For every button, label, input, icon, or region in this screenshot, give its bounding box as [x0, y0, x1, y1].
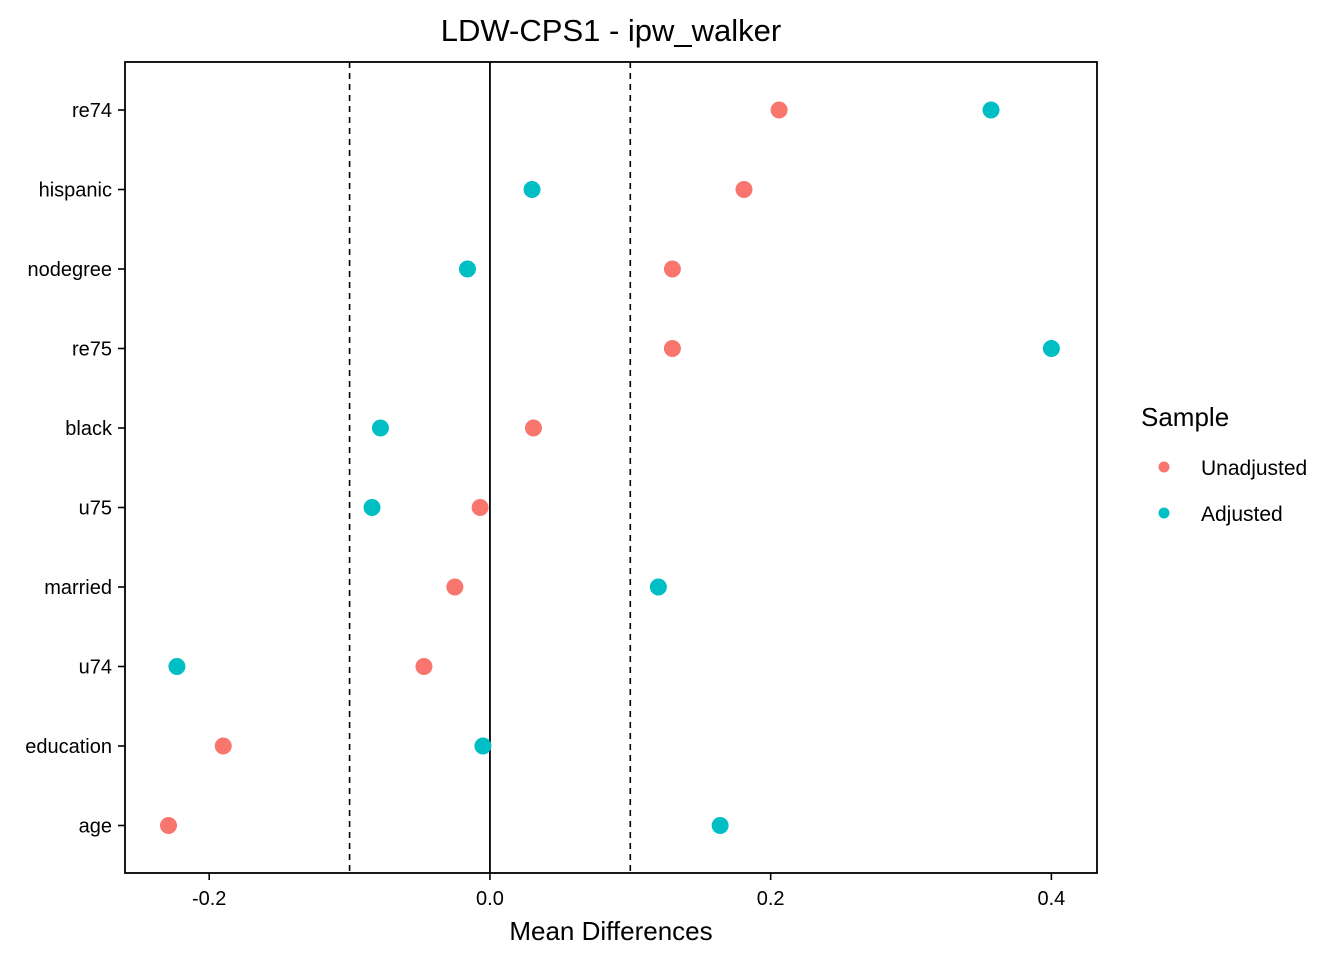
legend-entries: Unadjusted Adjusted: [1158, 457, 1307, 526]
x-tick-label: -0.2: [192, 888, 226, 910]
point-unadjusted-age: [160, 817, 178, 834]
x-tick-label: 0.4: [1037, 888, 1065, 910]
legend-key-adjusted: [1158, 507, 1170, 519]
legend-label-adjusted: Adjusted: [1201, 503, 1283, 526]
y-tick-label: u74: [79, 657, 112, 679]
y-tick-label: nodegree: [27, 259, 112, 281]
chart-title: LDW-CPS1 - ipw_walker: [441, 13, 782, 48]
point-unadjusted-education: [214, 737, 232, 755]
legend-title: Sample: [1141, 402, 1229, 432]
point-unadjusted-married: [446, 578, 464, 596]
legend-label-unadjusted: Unadjusted: [1201, 457, 1307, 480]
x-tick-label: 0.2: [757, 888, 785, 910]
y-tick-label: re75: [72, 339, 112, 361]
y-tick-label: re74: [72, 100, 112, 122]
point-adjusted-nodegree: [458, 260, 476, 278]
y-tick-label: married: [44, 577, 112, 599]
plot-panel-border: [124, 61, 1098, 874]
point-adjusted-re75: [1042, 340, 1060, 357]
y-tick-label: age: [79, 816, 112, 838]
plot-area: re74 hispanic nodegree re75 black u75 married u…: [25, 61, 1098, 910]
y-tick-label: black: [65, 418, 113, 440]
point-unadjusted-nodegree: [663, 260, 681, 278]
y-tick-label: education: [25, 736, 112, 758]
point-unadjusted-black: [524, 419, 542, 437]
point-adjusted-u74: [168, 658, 186, 675]
point-adjusted-u75: [363, 499, 381, 516]
point-unadjusted-re75: [663, 340, 681, 357]
point-adjusted-age: [711, 817, 729, 834]
point-adjusted-re74: [982, 101, 1000, 119]
x-tick-label: 0.0: [476, 888, 504, 910]
point-adjusted-black: [371, 419, 389, 437]
point-unadjusted-u75: [471, 499, 489, 516]
point-adjusted-married: [649, 578, 667, 596]
y-tick-label: u75: [79, 498, 112, 520]
point-unadjusted-u74: [415, 658, 433, 675]
legend-key-unadjusted: [1158, 461, 1170, 473]
point-adjusted-education: [474, 737, 492, 755]
point-unadjusted-hispanic: [735, 181, 753, 198]
point-unadjusted-re74: [770, 101, 788, 119]
y-tick-label: hispanic: [39, 180, 112, 202]
point-adjusted-hispanic: [523, 181, 541, 198]
x-axis-title: Mean Differences: [509, 916, 712, 946]
legend: Sample Unadjusted Adjusted: [1141, 402, 1307, 526]
